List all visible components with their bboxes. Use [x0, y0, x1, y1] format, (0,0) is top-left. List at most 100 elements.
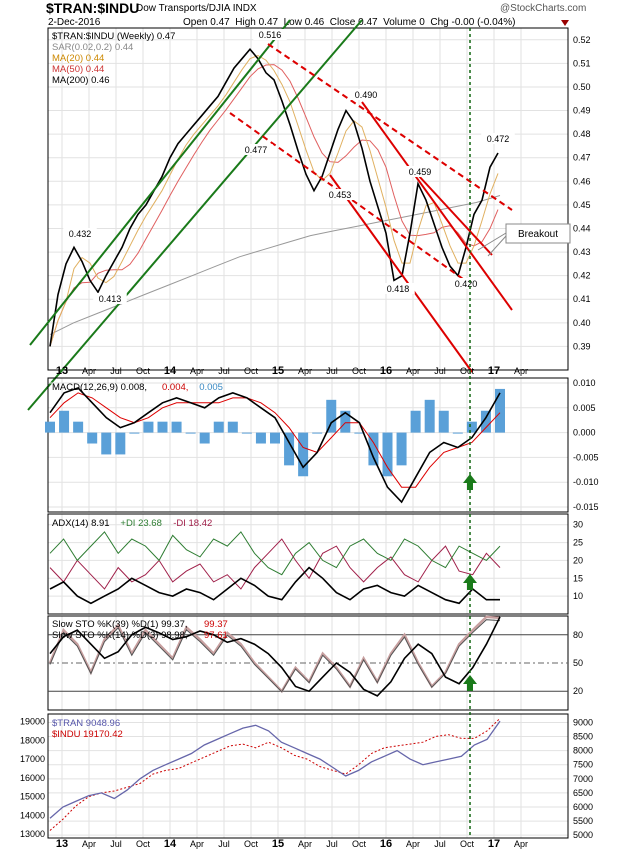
- macd-histogram-bar-11: [199, 432, 210, 444]
- price-annotation-bg-7: [381, 283, 415, 294]
- tran-xtick-0: 13: [56, 838, 68, 850]
- price-legend-3: MA(50) 0.44: [52, 64, 104, 75]
- price-annotation-4: 0.453: [329, 190, 352, 200]
- price-xtick-14: Jul: [434, 366, 446, 376]
- macd-histogram-bar-30: [466, 421, 477, 433]
- price-legend-2: MA(20) 0.44: [52, 53, 104, 64]
- price-annotation-3: 0.459: [409, 167, 432, 177]
- price-axis-tick-5: 0.47: [573, 153, 591, 163]
- macd-line: [49, 386, 501, 504]
- price-xtick-15: Oct: [460, 366, 475, 376]
- price-annotation-bg-4: [323, 189, 357, 200]
- red-solid-1: [361, 101, 513, 311]
- price-annotation-8: 0.420: [455, 279, 478, 289]
- price-axis-tick-0: 0.52: [573, 35, 591, 45]
- price-annotation-bg-9: [481, 133, 515, 144]
- price-xtick-17: Apr: [514, 366, 528, 376]
- price-annotation-bg-0: [253, 29, 287, 40]
- macd-histogram-bar-6: [129, 432, 140, 434]
- watermark: @StockCharts.com: [500, 3, 587, 14]
- tran-right-tick-3: 7500: [573, 760, 593, 770]
- price-legend-1: SAR(0.02,0.2) 0.44: [52, 42, 133, 53]
- adx-legend-1: +DI 23.68: [120, 518, 161, 529]
- price-annotation-2: 0.477: [245, 145, 268, 155]
- breakout-callout-pointer-1: [477, 232, 507, 251]
- price-xtick-13: Apr: [406, 366, 420, 376]
- adx-axis-tick-2: 20: [573, 555, 583, 565]
- header-down-arrow-icon: [561, 20, 569, 26]
- macd-histogram-bar-32: [495, 388, 505, 433]
- macd-histogram-bar-5: [115, 432, 126, 455]
- tran-right-tick-7: 5500: [573, 816, 593, 826]
- adx-legend-0: ADX(14) 8.91: [52, 518, 110, 529]
- sto-short-k-line: [49, 619, 501, 693]
- macd-histogram-bar-4: [101, 432, 112, 455]
- tran-left-tick-3: 16000: [20, 773, 45, 783]
- red-dashed-lower: [229, 112, 471, 285]
- macd-histogram-bar-0: [45, 421, 55, 433]
- price-annotation-bg-6: [93, 293, 127, 304]
- price-legend-0: $TRAN:$INDU (Weekly) 0.47: [52, 31, 175, 42]
- macd-histogram-bar-13: [227, 421, 238, 433]
- macd-histogram-bar-8: [157, 421, 168, 433]
- macd-legend-0: MACD(12,26,9) 0.008,: [52, 382, 147, 393]
- tran-left-tick-6: 13000: [20, 829, 45, 839]
- macd-histogram-bar-12: [213, 421, 224, 433]
- macd-histogram-bar-27: [424, 399, 435, 433]
- price-xtick-4: 14: [164, 365, 177, 377]
- price-axis-tick-1: 0.51: [573, 58, 591, 68]
- price-xtick-6: Jul: [218, 366, 230, 376]
- price-xtick-2: Jul: [110, 366, 122, 376]
- header-date: 2-Dec-2016: [48, 17, 101, 28]
- sto-axis-tick-0: 80: [573, 630, 583, 640]
- tran-xtick-10: Jul: [326, 839, 338, 849]
- price-legend-4: MA(200) 0.46: [52, 75, 110, 86]
- macd-histogram-bar-31: [480, 410, 491, 433]
- green-channel-upper: [29, 19, 291, 346]
- adx-axis-tick-1: 25: [573, 538, 583, 548]
- price-axis-tick-3: 0.49: [573, 106, 591, 116]
- price-xtick-5: Apr: [190, 366, 204, 376]
- price-xtick-16: 17: [488, 365, 500, 377]
- price-axis-tick-4: 0.48: [573, 129, 591, 139]
- price-axis-tick-2: 0.50: [573, 82, 591, 92]
- red-solid-2: [329, 174, 473, 373]
- price-annotation-6: 0.413: [99, 294, 122, 304]
- adx-plus-di-line: [49, 531, 501, 576]
- signal-arrow-icon-1: [463, 574, 477, 590]
- signal-arrow-icon-2: [463, 675, 477, 691]
- tran-left-tick-4: 15000: [20, 792, 45, 802]
- tran-right-tick-1: 8500: [573, 732, 593, 742]
- price-annotation-bg-5: [63, 228, 97, 239]
- macd-histogram-bar-19: [312, 432, 323, 434]
- red-solid-3: [417, 174, 493, 256]
- macd-axis-tick-2: 0.000: [573, 428, 596, 438]
- price-xtick-0: 13: [56, 365, 68, 377]
- macd-panel: [47, 377, 569, 513]
- macd-legend-1: 0.004,: [162, 382, 188, 393]
- tran-right-tick-6: 6000: [573, 802, 593, 812]
- tran-xtick-1: Apr: [82, 839, 96, 849]
- macd-histogram-bar-22: [354, 432, 365, 434]
- tran-right-tick-0: 9000: [573, 717, 593, 727]
- sto-legend-1: 99.37: [204, 619, 228, 630]
- macd-axis-tick-1: 0.005: [573, 403, 596, 413]
- price-xtick-10: Jul: [326, 366, 338, 376]
- macd-histogram-bar-3: [87, 432, 98, 444]
- macd-histogram-bar-20: [326, 399, 337, 433]
- macd-histogram-bar-15: [255, 432, 266, 444]
- price-xtick-8: 15: [272, 365, 284, 377]
- tran-legend-0: $TRAN 9048.96: [52, 718, 120, 729]
- macd-histogram-bar-9: [171, 421, 182, 433]
- price-axis-tick-11: 0.41: [573, 294, 591, 304]
- price-annotation-bg-8: [449, 278, 483, 289]
- price-annotation-bg-2: [239, 144, 273, 155]
- tran-xtick-15: Oct: [460, 839, 475, 849]
- macd-histogram-bar-29: [452, 432, 463, 434]
- tran-xtick-14: Jul: [434, 839, 446, 849]
- tran-right-tick-5: 6500: [573, 788, 593, 798]
- sto-long-line: [49, 616, 501, 697]
- tran-xtick-7: Oct: [244, 839, 259, 849]
- price-annotation-1: 0.490: [355, 90, 378, 100]
- tran-xtick-2: Jul: [110, 839, 122, 849]
